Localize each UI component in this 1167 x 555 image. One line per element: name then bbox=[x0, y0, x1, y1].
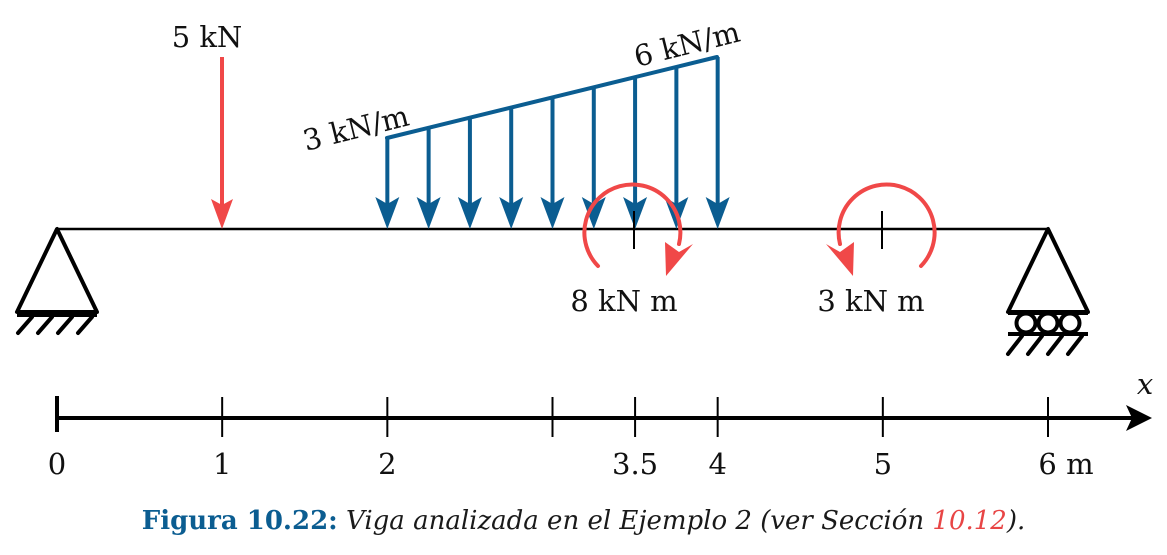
distributed-load-arrow bbox=[375, 138, 400, 229]
moment-8-label: 8 kN m bbox=[570, 284, 677, 318]
x-axis: x 0 1 2 3.5 4 5 6 m bbox=[48, 367, 1153, 481]
distributed-load-arrow bbox=[540, 97, 565, 229]
x-axis-tick-label: 5 bbox=[874, 447, 892, 481]
x-axis-arrowhead bbox=[1126, 405, 1152, 431]
x-axis-tick-label: 0 bbox=[48, 447, 66, 481]
moment-8: 8 kN m bbox=[570, 182, 693, 318]
x-axis-tick-label: 1 bbox=[213, 447, 231, 481]
figure-caption: Figura 10.22: Viga analizada en el Ejemp… bbox=[0, 506, 1167, 536]
x-axis-variable: x bbox=[1137, 367, 1153, 401]
x-axis-tick-label: 3.5 bbox=[612, 447, 658, 481]
caption-tail: ). bbox=[1006, 506, 1026, 536]
moment-3: 3 kN m bbox=[817, 182, 937, 318]
beam-diagram: 5 kN 3 kN/m 6 kN/m 8 kN m 3 kN m x 0 1 2 3.… bbox=[15, 15, 1153, 481]
moment-3-label: 3 kN m bbox=[817, 284, 924, 318]
x-axis-tick-label: 4 bbox=[708, 447, 726, 481]
x-axis-tick-label: 2 bbox=[378, 447, 396, 481]
caption-text: Viga analizada en el Ejemplo 2 (ver Secc… bbox=[346, 506, 933, 536]
point-load: 5 kN bbox=[172, 20, 243, 229]
roller-support bbox=[1006, 227, 1090, 356]
distributed-load-arrow bbox=[416, 127, 441, 229]
distributed-load-arrow bbox=[499, 107, 524, 229]
distributed-load-start-label: 3 kN/m bbox=[299, 99, 412, 158]
distributed-load-arrow bbox=[457, 117, 482, 229]
pinned-support bbox=[15, 227, 99, 335]
caption-section-link[interactable]: 10.12 bbox=[932, 506, 1007, 536]
distributed-load-arrow bbox=[705, 57, 730, 229]
distributed-load-arrow bbox=[664, 67, 689, 229]
distributed-load-arrow bbox=[581, 87, 606, 229]
point-load-label: 5 kN bbox=[172, 20, 243, 54]
distributed-load: 3 kN/m 6 kN/m bbox=[299, 15, 743, 229]
distributed-load-arrow bbox=[623, 77, 648, 229]
caption-label: Figura 10.22: bbox=[141, 506, 338, 536]
x-axis-tick-label: 6 m bbox=[1038, 447, 1093, 481]
